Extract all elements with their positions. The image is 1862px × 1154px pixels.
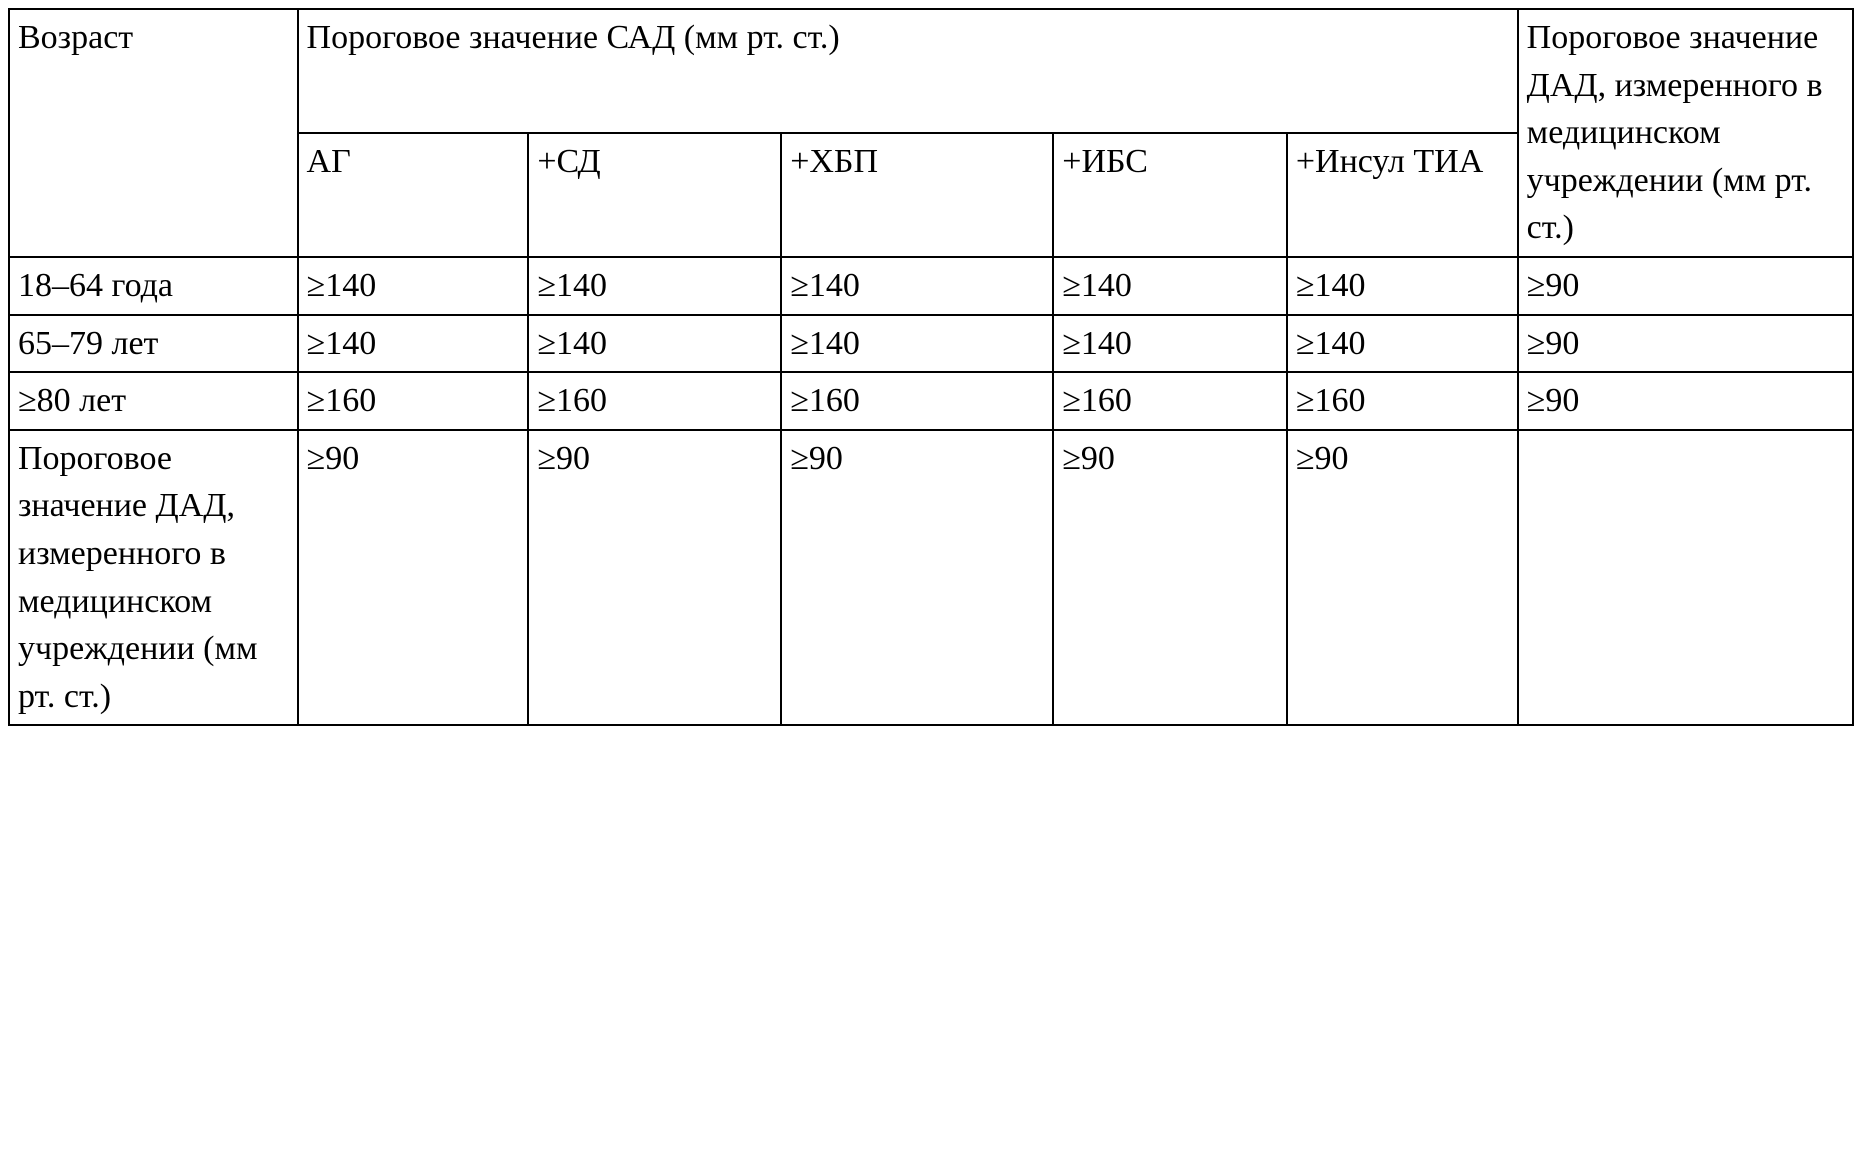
footer-v3: ≥90 [781,430,1053,726]
row0-label: 18–64 года [9,257,298,315]
footer-row: Пороговое значение ДАД, измеренного в ме… [9,430,1853,726]
footer-label: Пороговое значение ДАД, измеренного в ме… [9,430,298,726]
row0-v2: ≥140 [528,257,781,315]
row1-v3: ≥140 [781,315,1053,373]
footer-dad [1518,430,1853,726]
header-dad-right: Пороговое значение ДАД, измеренного в ме… [1518,9,1853,257]
table-row: 18–64 года ≥140 ≥140 ≥140 ≥140 ≥140 ≥90 [9,257,1853,315]
row2-v2: ≥160 [528,372,781,430]
row0-v3: ≥140 [781,257,1053,315]
row1-dad: ≥90 [1518,315,1853,373]
header-sub-insul: +Инсул ТИА [1287,133,1518,257]
footer-v2: ≥90 [528,430,781,726]
row2-v4: ≥160 [1053,372,1287,430]
table-row: 65–79 лет ≥140 ≥140 ≥140 ≥140 ≥140 ≥90 [9,315,1853,373]
bp-threshold-table: Возраст Пороговое значение САД (мм рт. с… [8,8,1854,726]
row1-v2: ≥140 [528,315,781,373]
header-age: Возраст [9,9,298,257]
row2-v3: ≥160 [781,372,1053,430]
row0-v5: ≥140 [1287,257,1518,315]
header-sad-group: Пороговое значение САД (мм рт. ст.) [298,9,1518,133]
row0-dad: ≥90 [1518,257,1853,315]
footer-v1: ≥90 [298,430,529,726]
row2-v1: ≥160 [298,372,529,430]
header-sub-ibs: +ИБС [1053,133,1287,257]
header-sub-sd: +СД [528,133,781,257]
footer-v5: ≥90 [1287,430,1518,726]
row1-v5: ≥140 [1287,315,1518,373]
row1-v1: ≥140 [298,315,529,373]
row2-label: ≥80 лет [9,372,298,430]
table-row: ≥80 лет ≥160 ≥160 ≥160 ≥160 ≥160 ≥90 [9,372,1853,430]
header-row-1: Возраст Пороговое значение САД (мм рт. с… [9,9,1853,133]
header-sub-ag: АГ [298,133,529,257]
row0-v1: ≥140 [298,257,529,315]
row1-label: 65–79 лет [9,315,298,373]
row1-v4: ≥140 [1053,315,1287,373]
footer-v4: ≥90 [1053,430,1287,726]
row0-v4: ≥140 [1053,257,1287,315]
row2-v5: ≥160 [1287,372,1518,430]
row2-dad: ≥90 [1518,372,1853,430]
header-sub-hbp: +ХБП [781,133,1053,257]
